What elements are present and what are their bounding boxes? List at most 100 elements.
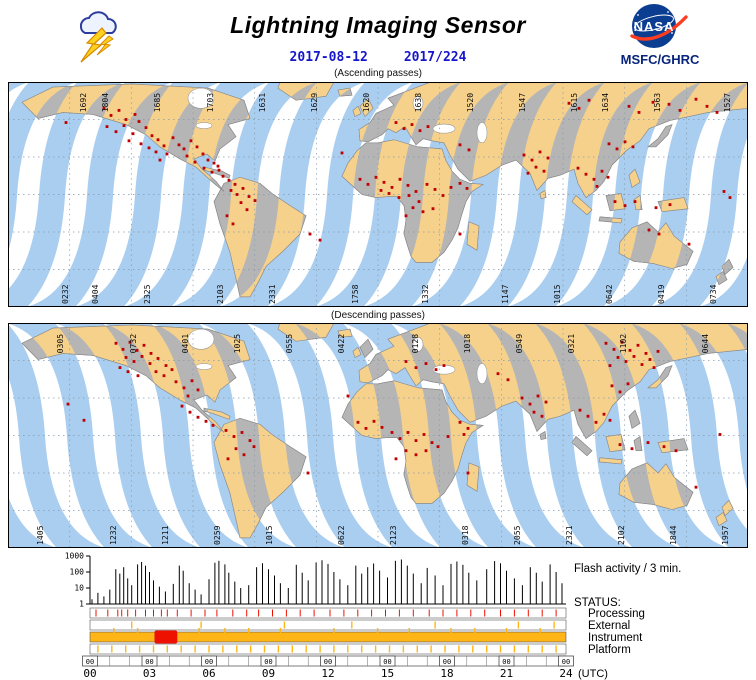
lightning-dot	[105, 125, 109, 129]
lightning-dot	[623, 204, 627, 208]
lightning-dot	[185, 154, 189, 158]
external-events	[130, 621, 555, 629]
lightning-dot	[633, 200, 637, 204]
lightning-dot	[542, 169, 546, 173]
lightning-dot	[530, 158, 534, 162]
lightning-dot	[131, 132, 135, 136]
lightning-dot	[202, 166, 206, 170]
lightning-dot	[398, 177, 402, 181]
lightning-dot	[148, 362, 152, 365]
orbit-number-labels: 0305 0732 0401 1025 0555 0422 0128 1018 0549 0321…	[36, 334, 730, 545]
lightning-dot	[221, 174, 225, 178]
nasa-logo: NASA	[626, 3, 692, 51]
lightning-dot	[610, 384, 614, 388]
lightning-dot	[136, 374, 140, 378]
lightning-dot	[567, 101, 571, 105]
latlon-grid	[8, 82, 748, 307]
x-tick-label: 12	[321, 667, 334, 680]
lake	[476, 363, 488, 385]
lightning-dot	[190, 379, 194, 383]
lightning-dot	[109, 114, 113, 117]
orbit-number: 0305	[56, 334, 65, 354]
lightning-dot	[656, 349, 660, 353]
orbit-number: 0734	[709, 284, 718, 304]
lightning-dot	[374, 175, 378, 179]
lightning-dot	[364, 426, 368, 430]
orbit-number: 1703	[206, 93, 215, 113]
date-doy: 2017/224	[403, 50, 467, 65]
latlon-grid	[8, 323, 748, 548]
minute-label: 00	[383, 658, 391, 666]
lightning-dot	[211, 423, 215, 427]
lightning-dot	[182, 386, 186, 390]
status-row-label: Platform	[588, 644, 631, 656]
minute-box	[558, 655, 574, 667]
coastlines	[21, 82, 748, 298]
lightning-dot	[652, 366, 656, 370]
lightning-dot	[248, 439, 252, 442]
lightning-dot	[195, 145, 199, 149]
lightning-dot	[356, 420, 360, 424]
lightning-dot	[544, 400, 548, 404]
orbit-number: 0732	[129, 334, 138, 354]
platform-events	[97, 645, 557, 653]
lightning-dot	[387, 192, 391, 195]
lightning-dot	[465, 187, 469, 190]
lightning-dot	[346, 394, 350, 398]
lightning-dot	[252, 445, 256, 449]
lightning-dot	[466, 426, 470, 430]
lightning-dot	[102, 106, 106, 110]
x-tick-label: 09	[262, 667, 275, 680]
lightning-dot	[662, 445, 666, 449]
lightning-dot	[534, 165, 538, 169]
lightning-dot	[627, 104, 631, 108]
lightning-dot	[154, 370, 158, 374]
lightning-dot	[722, 190, 726, 193]
x-tick-label: 06	[202, 667, 215, 680]
minute-label: 00	[324, 658, 332, 666]
lightning-dot	[431, 207, 435, 211]
lightning-flash-dots	[64, 97, 732, 246]
minute-label: 00	[502, 658, 510, 666]
lightning-dot	[637, 110, 641, 114]
lightning-dot	[394, 457, 398, 461]
orbit-number: 1520	[466, 93, 475, 113]
orbit-number: 0404	[91, 284, 100, 304]
lightning-dot	[242, 453, 246, 457]
orbit-number: 0318	[461, 525, 470, 545]
lightning-dot	[177, 143, 181, 147]
lightning-dot	[64, 121, 68, 124]
lightning-dot	[232, 435, 236, 438]
minute-box	[141, 655, 158, 667]
lightning-dot	[227, 178, 231, 182]
lightning-dot	[528, 402, 532, 406]
lightning-dot	[607, 142, 611, 146]
lightning-dot	[584, 172, 588, 176]
lightning-dot	[520, 396, 524, 400]
orbit-number: 1332	[421, 284, 430, 304]
lightning-dot	[446, 435, 450, 438]
lightning-dot	[458, 143, 462, 147]
lightning-dot	[394, 121, 398, 124]
lake	[195, 122, 213, 129]
lightning-dot	[124, 356, 128, 359]
orbit-number: 1629	[310, 93, 319, 113]
lightning-dot	[436, 445, 440, 449]
orbit-number: 1025	[233, 334, 242, 354]
minute-box	[439, 655, 455, 667]
orbit-number: 2102	[617, 525, 626, 545]
minute-label: 00	[562, 658, 570, 666]
orbit-number: 0419	[657, 284, 666, 304]
lightning-dot	[538, 150, 542, 154]
lightning-dot	[657, 232, 661, 236]
lightning-dot	[140, 355, 144, 358]
lightning-dot	[532, 410, 536, 414]
lightning-dot	[424, 449, 428, 453]
lightning-dot	[318, 238, 322, 242]
lightning-dot	[128, 340, 132, 344]
lightning-dot	[618, 390, 622, 394]
lightning-dot	[449, 185, 453, 189]
lightning-dot	[247, 195, 251, 198]
lightning-dot	[147, 146, 151, 150]
orbit-number: 0232	[61, 284, 70, 304]
